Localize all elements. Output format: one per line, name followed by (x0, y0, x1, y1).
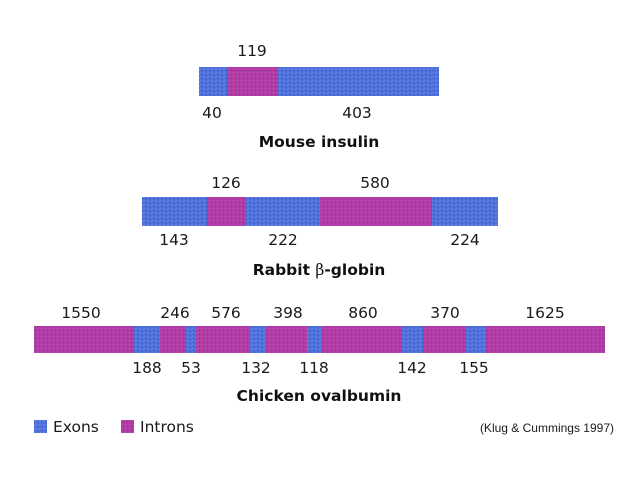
exon-segment (245, 197, 320, 226)
intron-segment (322, 326, 402, 353)
citation: (Klug & Cummings 1997) (480, 421, 614, 435)
gene-title: Mouse insulin (259, 133, 380, 151)
intron-length-label: 860 (348, 304, 378, 322)
intron-length-label: 576 (211, 304, 241, 322)
gene-title-prefix: Rabbit (253, 261, 316, 279)
intron-segment (423, 326, 466, 353)
legend-exons-label: Exons (53, 418, 99, 436)
intron-length-label: 1625 (525, 304, 564, 322)
exon-segment (278, 67, 439, 96)
intron-segment (160, 326, 186, 353)
exon-segment (249, 326, 266, 353)
exon-length-label: 403 (342, 104, 372, 122)
intron-length-label: 119 (237, 42, 267, 60)
exon-segment (432, 197, 498, 226)
gene-title-suffix: -globin (324, 261, 385, 279)
exon-length-label: 142 (397, 359, 427, 377)
intron-segment (486, 326, 605, 353)
rabbit-beta-globin-bar (142, 197, 498, 226)
beta-symbol: β (315, 261, 324, 279)
gene-rabbit-beta-globin: 126 580 143 222 224 Rabbit β-globin (142, 174, 498, 279)
gene-mouse-insulin: 119 40 403 Mouse insulin (199, 42, 439, 151)
exon-segment (402, 326, 423, 353)
legend-introns-label: Introns (140, 418, 194, 436)
gene-title: Chicken ovalbumin (237, 387, 402, 405)
intron-length-label: 246 (160, 304, 190, 322)
intron-length-label: 126 (211, 174, 241, 192)
exon-length-label: 224 (450, 231, 480, 249)
intron-segment (266, 326, 307, 353)
exon-length-label: 132 (241, 359, 271, 377)
gene-chicken-ovalbumin: 1550 246 576 398 860 370 1625 188 53 132… (34, 304, 605, 405)
exon-swatch (34, 420, 47, 433)
intron-segment (320, 197, 432, 226)
mouse-insulin-bar (199, 67, 439, 96)
intron-segment (34, 326, 134, 353)
exon-segment (142, 197, 207, 226)
exon-segment (307, 326, 322, 353)
intron-segment (207, 197, 245, 226)
exon-length-label: 155 (459, 359, 489, 377)
exon-length-label: 222 (268, 231, 298, 249)
legend: Exons Introns (34, 418, 194, 436)
intron-segment (227, 67, 278, 96)
intron-swatch (121, 420, 134, 433)
exon-length-label: 40 (202, 104, 222, 122)
chicken-ovalbumin-bar (34, 326, 605, 353)
exon-segment (186, 326, 196, 353)
intron-length-label: 580 (360, 174, 390, 192)
exon-segment (134, 326, 160, 353)
exon-segment (466, 326, 486, 353)
intron-length-label: 1550 (61, 304, 100, 322)
gene-title: Rabbit β-globin (253, 261, 386, 279)
exon-length-label: 143 (159, 231, 189, 249)
intron-segment (196, 326, 249, 353)
exon-length-label: 188 (132, 359, 162, 377)
exon-length-label: 53 (181, 359, 201, 377)
intron-length-label: 370 (430, 304, 460, 322)
exon-length-label: 118 (299, 359, 329, 377)
intron-length-label: 398 (273, 304, 303, 322)
exon-segment (199, 67, 227, 96)
